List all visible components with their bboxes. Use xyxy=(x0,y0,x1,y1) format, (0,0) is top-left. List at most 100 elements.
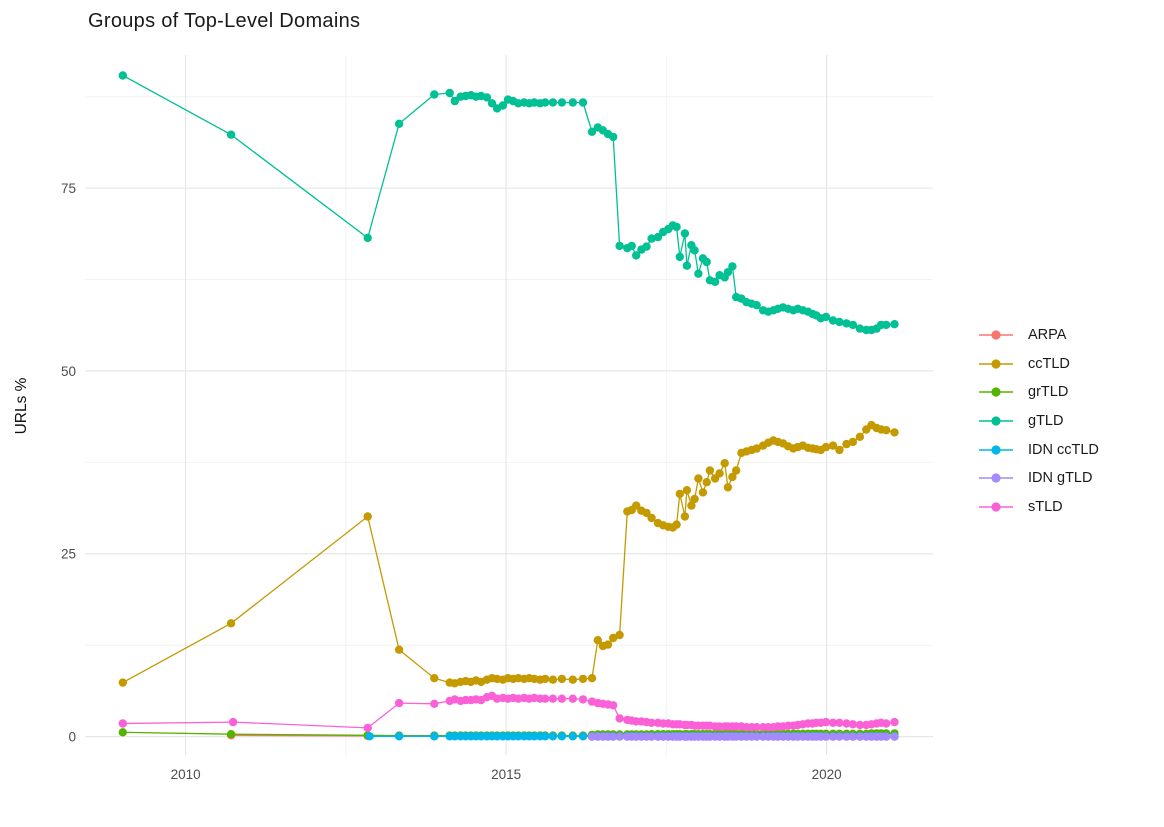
data-point xyxy=(821,442,831,452)
legend-key-icon xyxy=(979,416,1013,426)
data-point xyxy=(828,732,838,741)
data-point xyxy=(568,732,577,741)
data-point xyxy=(728,262,737,271)
data-point xyxy=(842,439,851,449)
data-point xyxy=(226,730,236,739)
legend-label: gTLD xyxy=(1028,413,1064,430)
axis-tick-labels: 2010 2015 2020 0 25 50 75 xyxy=(61,181,842,782)
data-point xyxy=(615,630,624,640)
legend-key-icon xyxy=(979,359,1013,369)
data-point xyxy=(557,98,567,107)
legend-key-icon xyxy=(979,502,1013,512)
legend-label: IDN ccTLD xyxy=(1028,441,1099,458)
data-point xyxy=(835,732,844,741)
legend-key-icon xyxy=(979,473,1013,483)
data-point xyxy=(557,674,567,684)
data-point xyxy=(487,99,497,108)
data-point xyxy=(647,513,656,523)
data-point xyxy=(728,472,737,482)
data-point xyxy=(430,732,439,741)
data-point xyxy=(675,252,684,262)
data-point xyxy=(715,469,724,478)
data-point xyxy=(627,241,636,251)
legend-item-idn-cctld: IDN ccTLD xyxy=(978,435,1099,464)
data-point xyxy=(835,317,844,327)
x-tick-label: 2010 xyxy=(171,767,201,782)
data-point xyxy=(752,723,761,732)
data-point xyxy=(675,489,684,499)
data-point xyxy=(394,732,404,741)
data-point xyxy=(548,732,558,741)
data-point xyxy=(430,674,439,683)
legend-key-icon xyxy=(979,330,1013,340)
data-point xyxy=(609,633,618,643)
data-point xyxy=(855,324,865,333)
data-point xyxy=(828,316,838,325)
legend-key-icon xyxy=(979,387,1013,398)
data-point xyxy=(578,98,588,107)
data-point xyxy=(702,478,711,487)
data-point xyxy=(682,486,692,495)
data-point xyxy=(855,732,865,741)
series-stld xyxy=(118,691,899,733)
data-point xyxy=(882,732,891,741)
data-point xyxy=(882,426,891,435)
data-point xyxy=(672,222,681,232)
data-point xyxy=(587,732,597,741)
legend: ARPA ccTLD grTLD gTLD IDN ccTLD IDN gTLD sTLD xyxy=(978,321,1099,521)
data-point xyxy=(687,501,696,510)
data-point xyxy=(720,459,729,468)
data-point xyxy=(541,694,550,703)
data-point xyxy=(752,732,761,741)
data-point xyxy=(394,119,404,128)
legend-label: IDN gTLD xyxy=(1028,470,1093,487)
data-point xyxy=(642,242,651,251)
data-point xyxy=(578,732,588,741)
legend-item-grtld: grTLD xyxy=(978,378,1099,407)
data-point xyxy=(568,98,577,107)
legend-key-dot xyxy=(991,330,1001,340)
legend-label: ccTLD xyxy=(1028,355,1070,372)
data-point xyxy=(890,428,899,437)
data-point xyxy=(890,732,899,741)
data-point xyxy=(732,466,741,475)
legend-key-dot xyxy=(991,445,1001,455)
data-point xyxy=(568,694,577,703)
data-point xyxy=(842,732,851,741)
data-point xyxy=(615,241,624,251)
data-point xyxy=(603,640,613,649)
data-point xyxy=(848,720,858,729)
legend-key-dot xyxy=(991,387,1001,398)
data-point xyxy=(394,645,404,654)
data-point xyxy=(118,71,128,80)
data-point xyxy=(118,719,128,728)
data-point xyxy=(842,319,851,328)
data-point xyxy=(821,717,831,727)
data-point xyxy=(587,127,597,136)
y-tick-label: 0 xyxy=(68,730,76,745)
grid-minor-lines xyxy=(85,55,933,755)
data-point xyxy=(647,234,656,243)
legend-label: ARPA xyxy=(1028,327,1067,344)
data-point xyxy=(835,718,844,727)
data-point xyxy=(578,674,588,684)
data-point xyxy=(690,246,699,255)
legend-key-dot xyxy=(991,416,1001,426)
y-tick-label: 25 xyxy=(61,547,76,562)
data-point xyxy=(890,320,899,329)
series-cctld xyxy=(118,420,899,688)
y-axis-title: URLs % xyxy=(13,377,30,434)
data-point xyxy=(694,269,703,278)
data-point xyxy=(821,312,831,322)
data-point xyxy=(682,261,692,270)
legend-label: sTLD xyxy=(1028,498,1063,515)
series-layer xyxy=(118,71,899,741)
data-point xyxy=(568,675,577,684)
data-point xyxy=(118,728,128,737)
data-point xyxy=(609,701,618,710)
data-point xyxy=(615,732,624,741)
data-point xyxy=(680,512,690,521)
data-point xyxy=(855,720,865,730)
data-point xyxy=(882,719,891,728)
